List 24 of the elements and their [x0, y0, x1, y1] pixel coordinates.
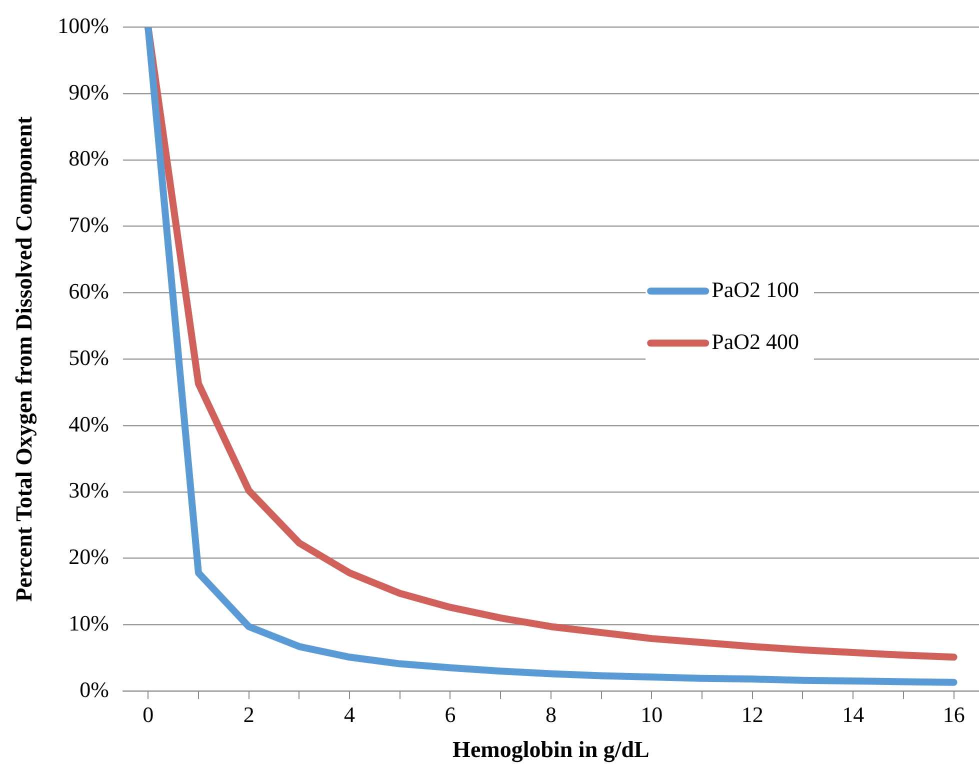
y-tick-label: 50% — [68, 344, 109, 370]
x-tick-label: 10 — [640, 702, 663, 727]
y-tick-label: 80% — [68, 146, 109, 171]
legend-label: PaO2 400 — [712, 328, 800, 354]
x-tick-label: 6 — [444, 702, 456, 727]
x-tick-label: 14 — [842, 702, 864, 727]
y-axis-title: Percent Total Oxygen from Dissolved Component — [12, 116, 38, 602]
y-tick-label: 70% — [68, 212, 109, 238]
x-tick-label: 16 — [942, 702, 965, 727]
y-tick-label: 100% — [58, 12, 109, 38]
y-tick-label: 60% — [68, 278, 109, 304]
x-tick-label: 8 — [545, 702, 556, 727]
y-tick-label: 10% — [68, 610, 109, 636]
y-tick-label: 0% — [80, 676, 109, 702]
x-axis-title: Hemoglobin in g/dL — [452, 737, 650, 764]
x-tick-label: 0 — [142, 702, 154, 727]
y-tick-label: 90% — [68, 79, 109, 104]
x-tick-label: 12 — [741, 702, 764, 727]
x-tick-label: 4 — [344, 702, 356, 727]
y-tick-label: 40% — [68, 411, 109, 436]
y-tick-label: 20% — [68, 544, 109, 570]
x-tick-label: 2 — [243, 702, 254, 727]
y-tick-label: 30% — [68, 478, 109, 503]
legend-label: PaO2 100 — [712, 276, 800, 302]
